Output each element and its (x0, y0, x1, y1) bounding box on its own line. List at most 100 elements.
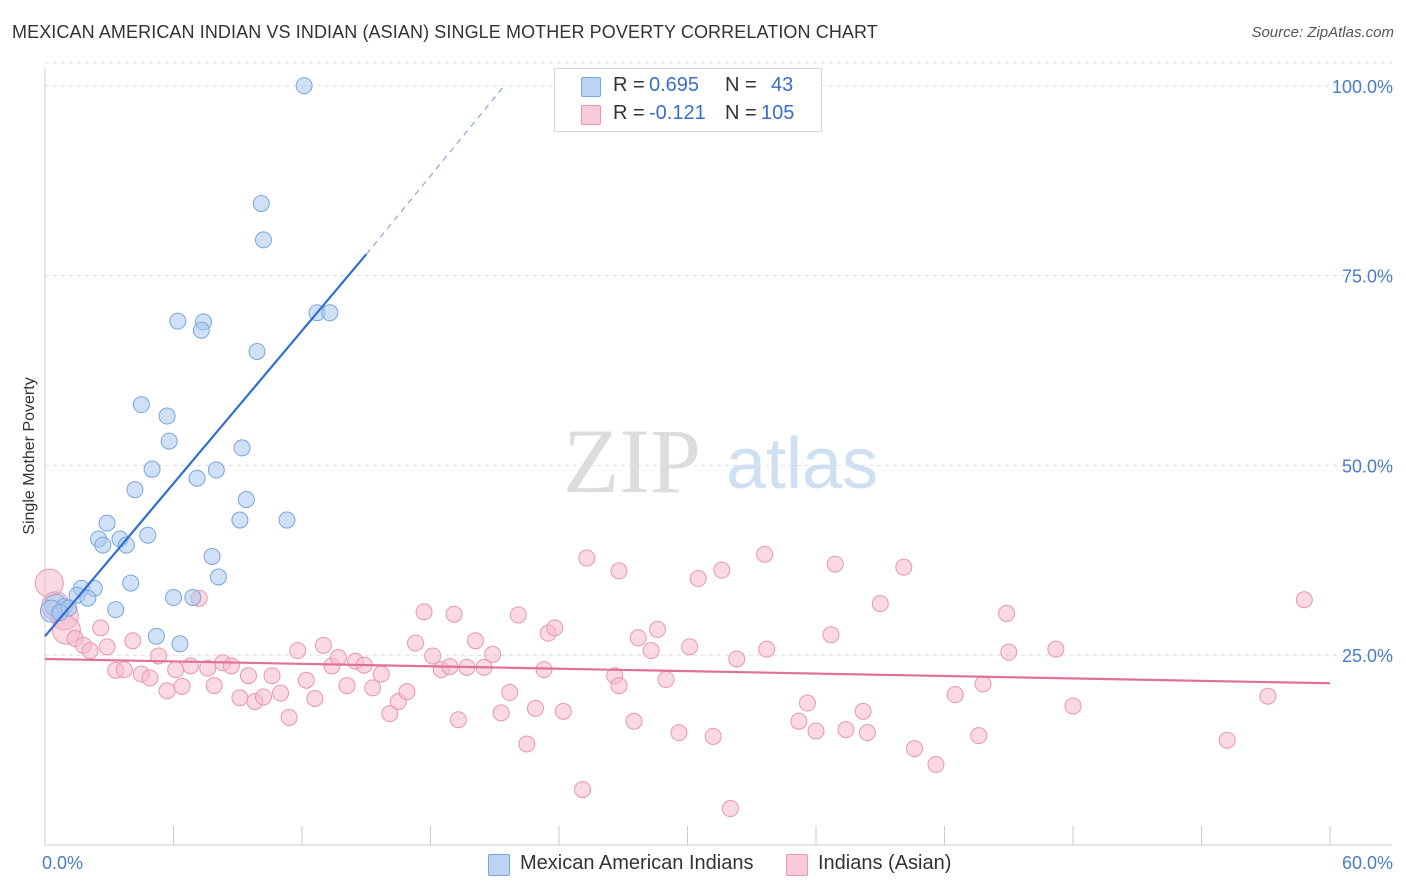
gridlines (45, 62, 1392, 656)
data-point-pink (289, 642, 307, 660)
data-point-pink (574, 781, 592, 799)
data-point-pink (1295, 591, 1313, 609)
data-point-pink (974, 675, 992, 693)
data-point-pink (610, 677, 628, 695)
data-point-pink (578, 549, 596, 567)
data-point-pink (895, 558, 913, 576)
data-point-pink (837, 721, 855, 739)
data-point-blue (51, 604, 69, 622)
data-point-pink (338, 677, 356, 695)
trend-line-blue-extension (365, 83, 506, 255)
data-point-blue (231, 511, 249, 529)
data-point-pink (415, 603, 433, 621)
data-point-pink (231, 689, 249, 707)
data-point-pink (484, 645, 502, 663)
data-point-blue (188, 469, 206, 487)
data-point-blue (278, 511, 296, 529)
data-point-pink (629, 629, 647, 647)
legend-r-value: -0.121 (649, 102, 706, 124)
data-point-pink (657, 670, 675, 688)
y-tick-label: 100.0% (1332, 77, 1393, 97)
legend-r-value: 0.695 (649, 74, 700, 96)
data-point-pink (518, 735, 536, 753)
data-point-pink (670, 724, 688, 742)
data-point-blue (158, 407, 176, 425)
data-point-pink (329, 648, 347, 666)
data-point-blue (169, 312, 187, 330)
data-point-pink (364, 679, 382, 697)
data-point-pink (182, 657, 200, 675)
data-point-pink (906, 740, 924, 758)
legend-swatch-pink (786, 854, 808, 876)
data-point-blue (122, 574, 140, 592)
data-point-pink (526, 699, 544, 717)
data-point-pink (445, 605, 463, 623)
data-point-pink (81, 642, 99, 660)
data-point-blue (117, 536, 135, 554)
legend-n-label: N = (725, 102, 757, 124)
legend-swatch-pink (581, 105, 601, 125)
data-point-blue (139, 526, 157, 544)
source-credit: Source: ZipAtlas.com (1251, 24, 1394, 41)
data-point-pink (449, 711, 467, 729)
data-point-pink (1064, 697, 1082, 715)
data-point-pink (150, 647, 168, 665)
data-point-blue (184, 588, 202, 606)
data-point-pink (713, 561, 731, 579)
data-point-pink (199, 659, 217, 677)
data-point-pink (222, 657, 240, 675)
data-point-blue (321, 304, 339, 322)
legend-n-value: 43 (771, 74, 794, 96)
data-point-pink (649, 620, 667, 638)
tick-labels: 25.0% 50.0% 75.0% 100.0% 0.0% 60.0% (42, 77, 1393, 873)
legend-swatch-blue (488, 854, 510, 876)
legend-label: Mexican American Indians (520, 852, 754, 874)
data-point-pink (946, 686, 964, 704)
data-point-pink (167, 661, 185, 679)
data-point-pink (314, 636, 332, 654)
data-point-blue (94, 536, 112, 554)
y-tick-label: 25.0% (1342, 646, 1393, 666)
legend-n-label: N = (725, 74, 757, 96)
data-point-blue (207, 461, 225, 479)
data-point-pink (297, 671, 315, 689)
data-point-pink (681, 638, 699, 656)
data-point-blue (295, 77, 313, 95)
y-tick-label: 50.0% (1342, 456, 1393, 476)
legend-label: Indians (Asian) (818, 852, 952, 874)
data-point-blue (237, 491, 255, 509)
trend-line-pink (44, 657, 1331, 685)
data-point-pink (205, 677, 223, 695)
data-point-pink (721, 800, 739, 818)
trend-lines (44, 83, 1331, 685)
data-point-pink (501, 683, 519, 701)
data-point-pink (239, 667, 257, 685)
data-point-pink (970, 727, 988, 745)
data-point-pink (280, 708, 298, 726)
data-point-pink (807, 722, 825, 740)
data-point-pink (466, 632, 484, 650)
data-point-pink (704, 727, 722, 745)
data-point-blue (98, 514, 116, 532)
data-point-pink (756, 545, 774, 563)
data-point-pink (1047, 640, 1065, 658)
y-tick-label: 75.0% (1342, 267, 1393, 287)
data-point-pink (141, 669, 159, 687)
data-point-blue (254, 231, 272, 249)
legend-row-pink: R = -0.121 N = 105 (555, 101, 821, 129)
data-point-blue (107, 601, 125, 619)
data-point-blue (203, 547, 221, 565)
data-point-pink (790, 712, 808, 730)
data-point-pink (492, 704, 510, 722)
watermark: ZIP atlas (563, 410, 878, 512)
data-point-pink (826, 555, 844, 573)
data-point-pink (798, 694, 816, 712)
data-point-pink (272, 684, 290, 702)
data-point-blue (171, 635, 189, 653)
data-point-pink (927, 756, 945, 774)
data-point-blue (248, 343, 266, 361)
legend-r-label: R = (613, 102, 645, 124)
data-point-pink (98, 638, 116, 656)
y-axis-label: Single Mother Poverty (21, 377, 38, 534)
